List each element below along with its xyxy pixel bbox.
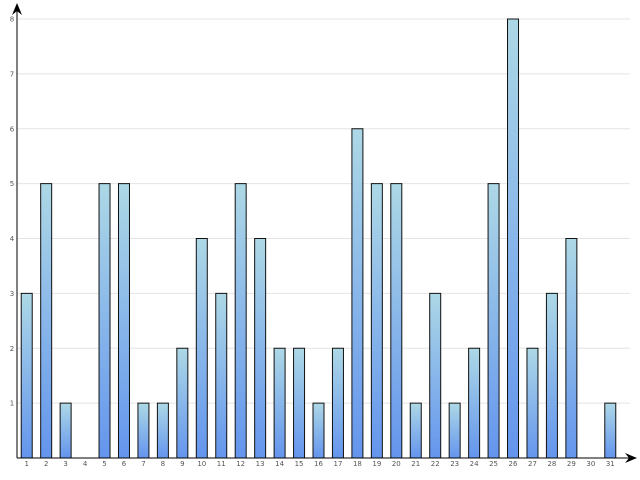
bar-25 — [487, 183, 500, 459]
bar-7 — [137, 402, 150, 459]
x-tick-label: 13 — [256, 460, 265, 468]
bar-13 — [254, 238, 267, 459]
x-tick-label: 12 — [236, 460, 245, 468]
x-tick-label: 11 — [217, 460, 226, 468]
y-tick-labels: 1 2 3 4 5 6 7 8 — [10, 16, 15, 408]
bar-16 — [312, 402, 325, 459]
bar-11 — [215, 292, 228, 459]
y-tick-label: 5 — [10, 180, 14, 188]
y-tick-label: 8 — [10, 16, 14, 24]
axes — [12, 3, 637, 463]
x-tick-label: 16 — [314, 460, 323, 468]
x-tick-label: 4 — [83, 460, 88, 468]
bar-28 — [545, 292, 558, 459]
y-axis-arrow — [12, 3, 22, 15]
x-tick-label: 10 — [197, 460, 206, 468]
bar-6 — [117, 183, 130, 459]
bar-19 — [370, 183, 383, 459]
bar-8 — [156, 402, 169, 459]
x-tick-label: 27 — [528, 460, 537, 468]
bar-29 — [565, 238, 578, 459]
bar-23 — [448, 402, 461, 459]
y-tick-label: 1 — [10, 400, 14, 408]
bar-20 — [390, 183, 403, 459]
x-tick-label: 15 — [295, 460, 304, 468]
bar-15 — [293, 347, 306, 459]
bar-31 — [604, 402, 617, 459]
y-tick-label: 6 — [10, 125, 15, 133]
x-tick-label: 5 — [102, 460, 106, 468]
bar-18 — [351, 128, 364, 459]
x-tick-label: 9 — [180, 460, 184, 468]
bar-27 — [526, 347, 539, 459]
bar-24 — [468, 347, 481, 459]
y-tick-label: 2 — [10, 345, 14, 353]
bar-3 — [59, 402, 72, 459]
x-tick-label: 1 — [24, 460, 28, 468]
x-tick-label: 8 — [161, 460, 165, 468]
x-tick-label: 19 — [372, 460, 381, 468]
x-tick-labels: 1 2 3 4 5 6 7 8 9 10 11 12 13 14 15 16 17 18 19 20 21 22 23 24 2… — [24, 460, 614, 468]
x-tick-label: 18 — [353, 460, 362, 468]
bar-14 — [273, 347, 286, 459]
x-tick-label: 29 — [567, 460, 576, 468]
x-tick-label: 22 — [431, 460, 440, 468]
y-tick-label: 4 — [10, 235, 15, 243]
bar-5 — [98, 183, 111, 459]
bar-2 — [40, 183, 53, 459]
x-tick-label: 7 — [141, 460, 145, 468]
bar-12 — [234, 183, 247, 459]
x-tick-label: 23 — [450, 460, 459, 468]
x-tick-label: 25 — [489, 460, 498, 468]
bar-21 — [409, 402, 422, 459]
x-tick-label: 17 — [333, 460, 342, 468]
x-tick-label: 30 — [586, 460, 595, 468]
bar-10 — [195, 238, 208, 459]
x-tick-label: 14 — [275, 460, 284, 468]
x-tick-label: 3 — [63, 460, 67, 468]
bar-17 — [331, 347, 344, 459]
x-tick-label: 6 — [122, 460, 127, 468]
x-tick-label: 20 — [392, 460, 401, 468]
x-tick-label: 31 — [606, 460, 615, 468]
x-tick-label: 24 — [470, 460, 479, 468]
bar-26 — [507, 18, 520, 459]
y-tick-label: 3 — [10, 290, 14, 298]
x-tick-label: 2 — [44, 460, 48, 468]
x-tick-label: 21 — [411, 460, 420, 468]
x-tick-label: 28 — [547, 460, 556, 468]
y-tick-label: 7 — [10, 70, 14, 78]
x-axis-arrow — [625, 453, 637, 463]
bar-22 — [429, 292, 442, 459]
x-tick-label: 26 — [509, 460, 518, 468]
bar-1 — [20, 292, 33, 459]
bar-9 — [176, 347, 189, 459]
